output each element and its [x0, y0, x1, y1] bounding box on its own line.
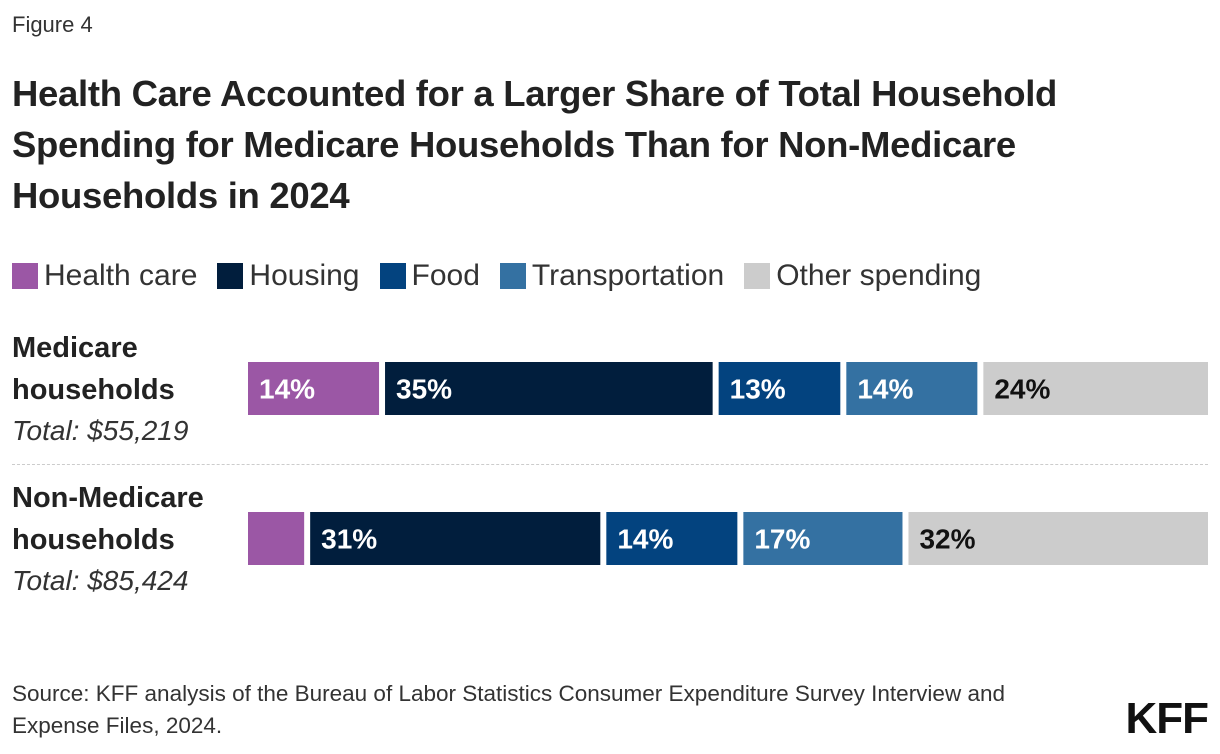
bar-value-label: 13% — [730, 374, 786, 405]
bar-segment — [385, 362, 713, 415]
legend-label: Food — [411, 259, 480, 292]
legend-label: Transportation — [531, 259, 725, 292]
row-label-medicare: Medicare households Total: $55,219 — [12, 327, 242, 451]
category-name: Medicare households — [12, 332, 175, 406]
row-separator — [12, 464, 1208, 465]
figure-label: Figure 4 — [12, 12, 93, 37]
bar-value-label: 14% — [259, 374, 315, 405]
bar-value-label: 32% — [919, 524, 975, 555]
bar-value-label: 31% — [321, 524, 377, 555]
bar-segment — [983, 362, 1208, 415]
bar-value-label: 14% — [617, 524, 673, 555]
legend-item-health-care: Health care — [12, 259, 197, 293]
legend-swatch-transportation — [499, 263, 526, 289]
legend-swatch-food — [379, 263, 406, 289]
category-name: Non-Medicare households — [12, 482, 204, 556]
legend-swatch-other-spending — [744, 263, 771, 289]
legend-label: Health care — [44, 259, 198, 292]
legend-item-food: Food — [379, 259, 480, 293]
bar-segment — [310, 512, 601, 565]
source-note: Source: KFF analysis of the Bureau of La… — [12, 681, 1005, 738]
bar-segment — [248, 512, 305, 565]
bar-segment — [718, 362, 841, 415]
legend-swatch-housing — [217, 263, 244, 289]
bar-segment — [743, 512, 903, 565]
legend-label: Housing — [249, 259, 360, 292]
legend: Health care Housing Food Transportation … — [12, 256, 981, 296]
bar-value-label: 35% — [396, 374, 452, 405]
bar-segment — [846, 362, 978, 415]
category-total: Total: $55,219 — [12, 415, 189, 446]
chart-title: Health Care Accounted for a Larger Share… — [12, 73, 1058, 216]
legend-swatch-health-care — [12, 263, 38, 289]
kff-logo: KFF — [1125, 694, 1209, 743]
legend-item-other-spending: Other spending — [744, 259, 981, 293]
category-total: Total: $85,424 — [12, 565, 189, 596]
bar-value-label: 17% — [754, 524, 810, 555]
bar-segment — [908, 512, 1208, 565]
legend-item-housing: Housing — [217, 259, 360, 293]
legend-item-transportation: Transportation — [499, 259, 725, 293]
bar-value-label: 14% — [857, 374, 913, 405]
row-label-non-medicare: Non-Medicare households Total: $85,424 — [12, 477, 242, 601]
bar-segment — [606, 512, 738, 565]
bar-segment — [248, 362, 380, 415]
bar-value-label: 24% — [994, 374, 1050, 405]
legend-label: Other spending — [776, 259, 982, 292]
